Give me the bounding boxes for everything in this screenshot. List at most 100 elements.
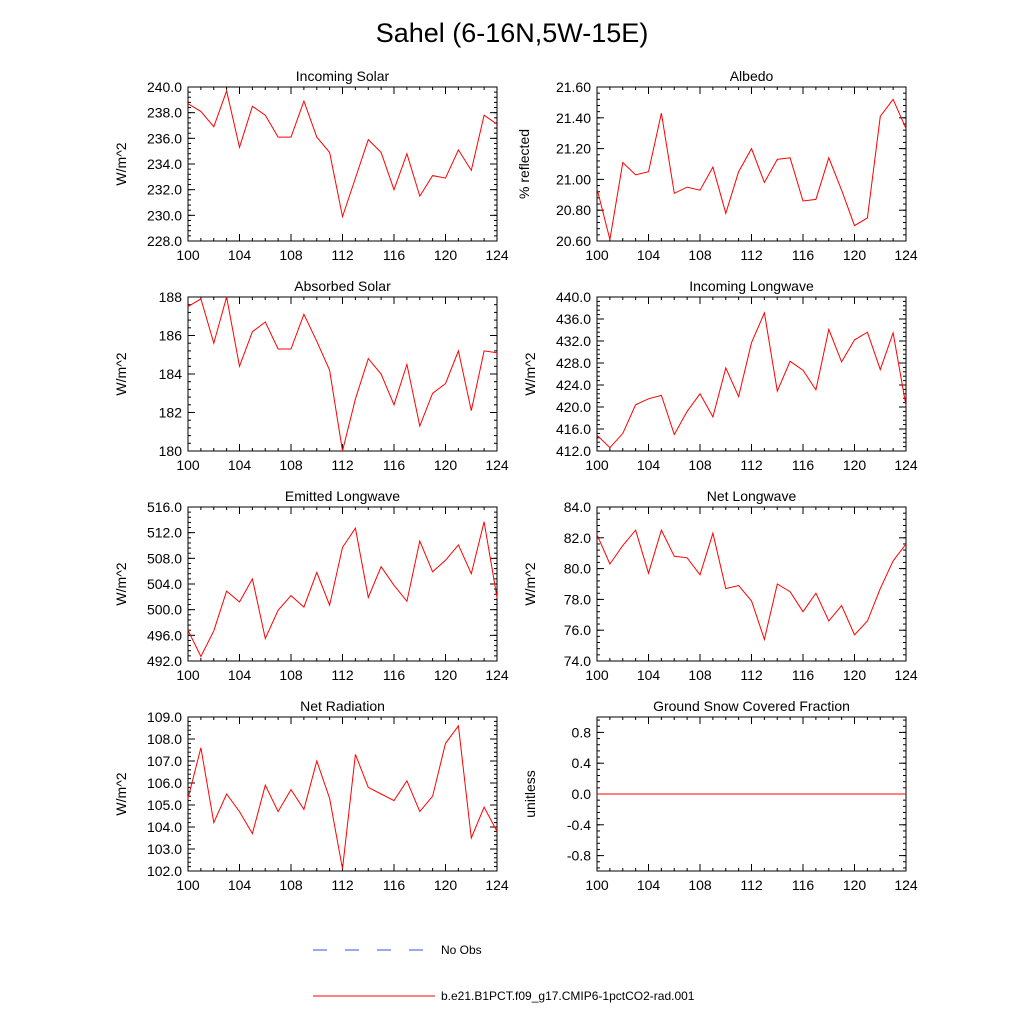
y-axis-label: W/m^2 [113,352,129,395]
y-tick-label: 74.0 [564,653,591,669]
x-tick-label: 108 [688,667,712,683]
y-tick-label: 78.0 [564,591,591,607]
x-tick-label: 120 [434,457,458,473]
panel-5: Emitted Longwave 100 104 108 112 116 120 124 492… [113,488,509,683]
y-tick-label: 80.0 [564,561,591,577]
y-tick-label: 76.0 [564,622,591,638]
y-tick-label: 512.0 [147,525,182,541]
plot-frame [187,506,498,662]
panel-title: Emitted Longwave [285,488,400,504]
y-tick-label: 102.0 [147,863,182,879]
x-tick-label: 120 [843,667,867,683]
x-tick-label: 120 [843,877,867,893]
x-tick-label: 100 [176,667,200,683]
x-tick-label: 124 [485,667,509,683]
x-tick-label: 116 [383,247,406,263]
y-tick-label: 21.00 [556,171,591,187]
x-tick-label: 124 [894,667,918,683]
y-tick-label: 424.0 [556,377,591,393]
figure-title: Sahel (6-16N,5W-15E) [376,18,649,48]
y-tick-label: -0.8 [567,848,591,864]
x-tick-label: 100 [585,667,609,683]
x-tick-label: 104 [228,667,252,683]
x-tick-label: 112 [740,667,763,683]
y-axis-label: W/m^2 [522,352,538,395]
y-tick-label: 188 [159,289,183,305]
x-tick-label: 100 [585,877,609,893]
x-tick-label: 112 [331,877,354,893]
x-tick-label: 116 [792,457,815,473]
series-line [187,89,498,219]
series-line [596,528,907,642]
x-tick-label: 116 [792,877,815,893]
x-tick-label: 116 [792,667,815,683]
panel-title: Incoming Longwave [689,278,814,294]
y-tick-label: 108.0 [147,731,182,747]
y-tick-label: 504.0 [147,576,182,592]
x-tick-label: 124 [894,877,918,893]
panel-title: Incoming Solar [296,68,390,84]
y-tick-label: 0.4 [572,755,592,771]
y-tick-label: 109.0 [147,709,182,725]
panel-title: Albedo [730,68,774,84]
x-tick-label: 100 [585,247,609,263]
x-tick-label: 104 [637,667,661,683]
panel-title: Absorbed Solar [294,278,391,294]
y-tick-label: 20.60 [556,233,591,249]
x-tick-label: 116 [383,457,406,473]
x-tick-label: 108 [279,877,303,893]
series-line [187,521,498,658]
y-tick-label: 20.80 [556,202,591,218]
x-tick-label: 104 [637,457,661,473]
y-axis-label: unitless [522,770,538,817]
y-tick-label: 416.0 [556,421,591,437]
series-line [596,98,907,240]
x-tick-label: 116 [383,877,406,893]
x-tick-label: 100 [176,247,200,263]
x-tick-label: 100 [176,877,200,893]
y-axis-label: W/m^2 [522,562,538,605]
y-tick-label: 107.0 [147,753,182,769]
panel-8: Ground Snow Covered Fraction 100 104 108 112… [522,698,918,893]
y-tick-label: 432.0 [556,333,591,349]
y-axis-label: W/m^2 [113,562,129,605]
y-tick-label: 0.8 [572,724,592,740]
y-tick-label: 232.0 [147,182,182,198]
y-tick-label: 420.0 [556,399,591,415]
plot-frame [596,296,907,452]
y-tick-label: 21.20 [556,141,591,157]
y-tick-label: 496.0 [147,627,182,643]
panel-1: Incoming Solar 100 104 108 112 116 120 124 228.0… [113,68,509,263]
y-tick-label: 106.0 [147,775,182,791]
x-tick-label: 116 [383,667,406,683]
x-tick-label: 112 [331,457,354,473]
x-tick-label: 116 [792,247,815,263]
x-tick-label: 120 [434,667,458,683]
y-tick-label: 21.40 [556,110,591,126]
series-line [187,296,498,452]
y-axis-label: W/m^2 [113,142,129,185]
panel-title: Net Radiation [300,698,385,714]
panel-4: Incoming Longwave 100 104 108 112 116 120 124 41… [522,278,918,473]
x-tick-label: 120 [843,247,867,263]
y-tick-label: 492.0 [147,653,182,669]
y-tick-label: 104.0 [147,819,182,835]
y-tick-label: 234.0 [147,156,182,172]
y-tick-label: 103.0 [147,841,182,857]
series-line [187,724,498,869]
y-axis-label: W/m^2 [113,772,129,815]
x-tick-label: 108 [279,247,303,263]
x-tick-label: 108 [688,457,712,473]
x-tick-label: 112 [331,667,354,683]
y-tick-label: 508.0 [147,550,182,566]
x-tick-label: 112 [740,247,763,263]
y-tick-label: 440.0 [556,289,591,305]
y-tick-label: 84.0 [564,499,591,515]
y-axis-label: % reflected [516,129,532,199]
x-tick-label: 100 [585,457,609,473]
y-tick-label: 186 [159,328,183,344]
x-tick-label: 124 [485,247,509,263]
panel-title: Net Longwave [707,488,797,504]
legend-obs-label: No Obs [441,943,482,957]
y-tick-label: 182 [159,405,183,421]
